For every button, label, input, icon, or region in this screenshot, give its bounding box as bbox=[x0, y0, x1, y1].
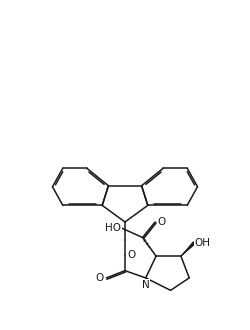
Text: HO: HO bbox=[105, 223, 121, 233]
Text: O: O bbox=[128, 250, 136, 260]
Text: O: O bbox=[96, 273, 104, 283]
Text: OH: OH bbox=[194, 238, 210, 248]
Text: O: O bbox=[158, 217, 166, 227]
Polygon shape bbox=[181, 242, 196, 256]
Text: N: N bbox=[142, 280, 150, 289]
